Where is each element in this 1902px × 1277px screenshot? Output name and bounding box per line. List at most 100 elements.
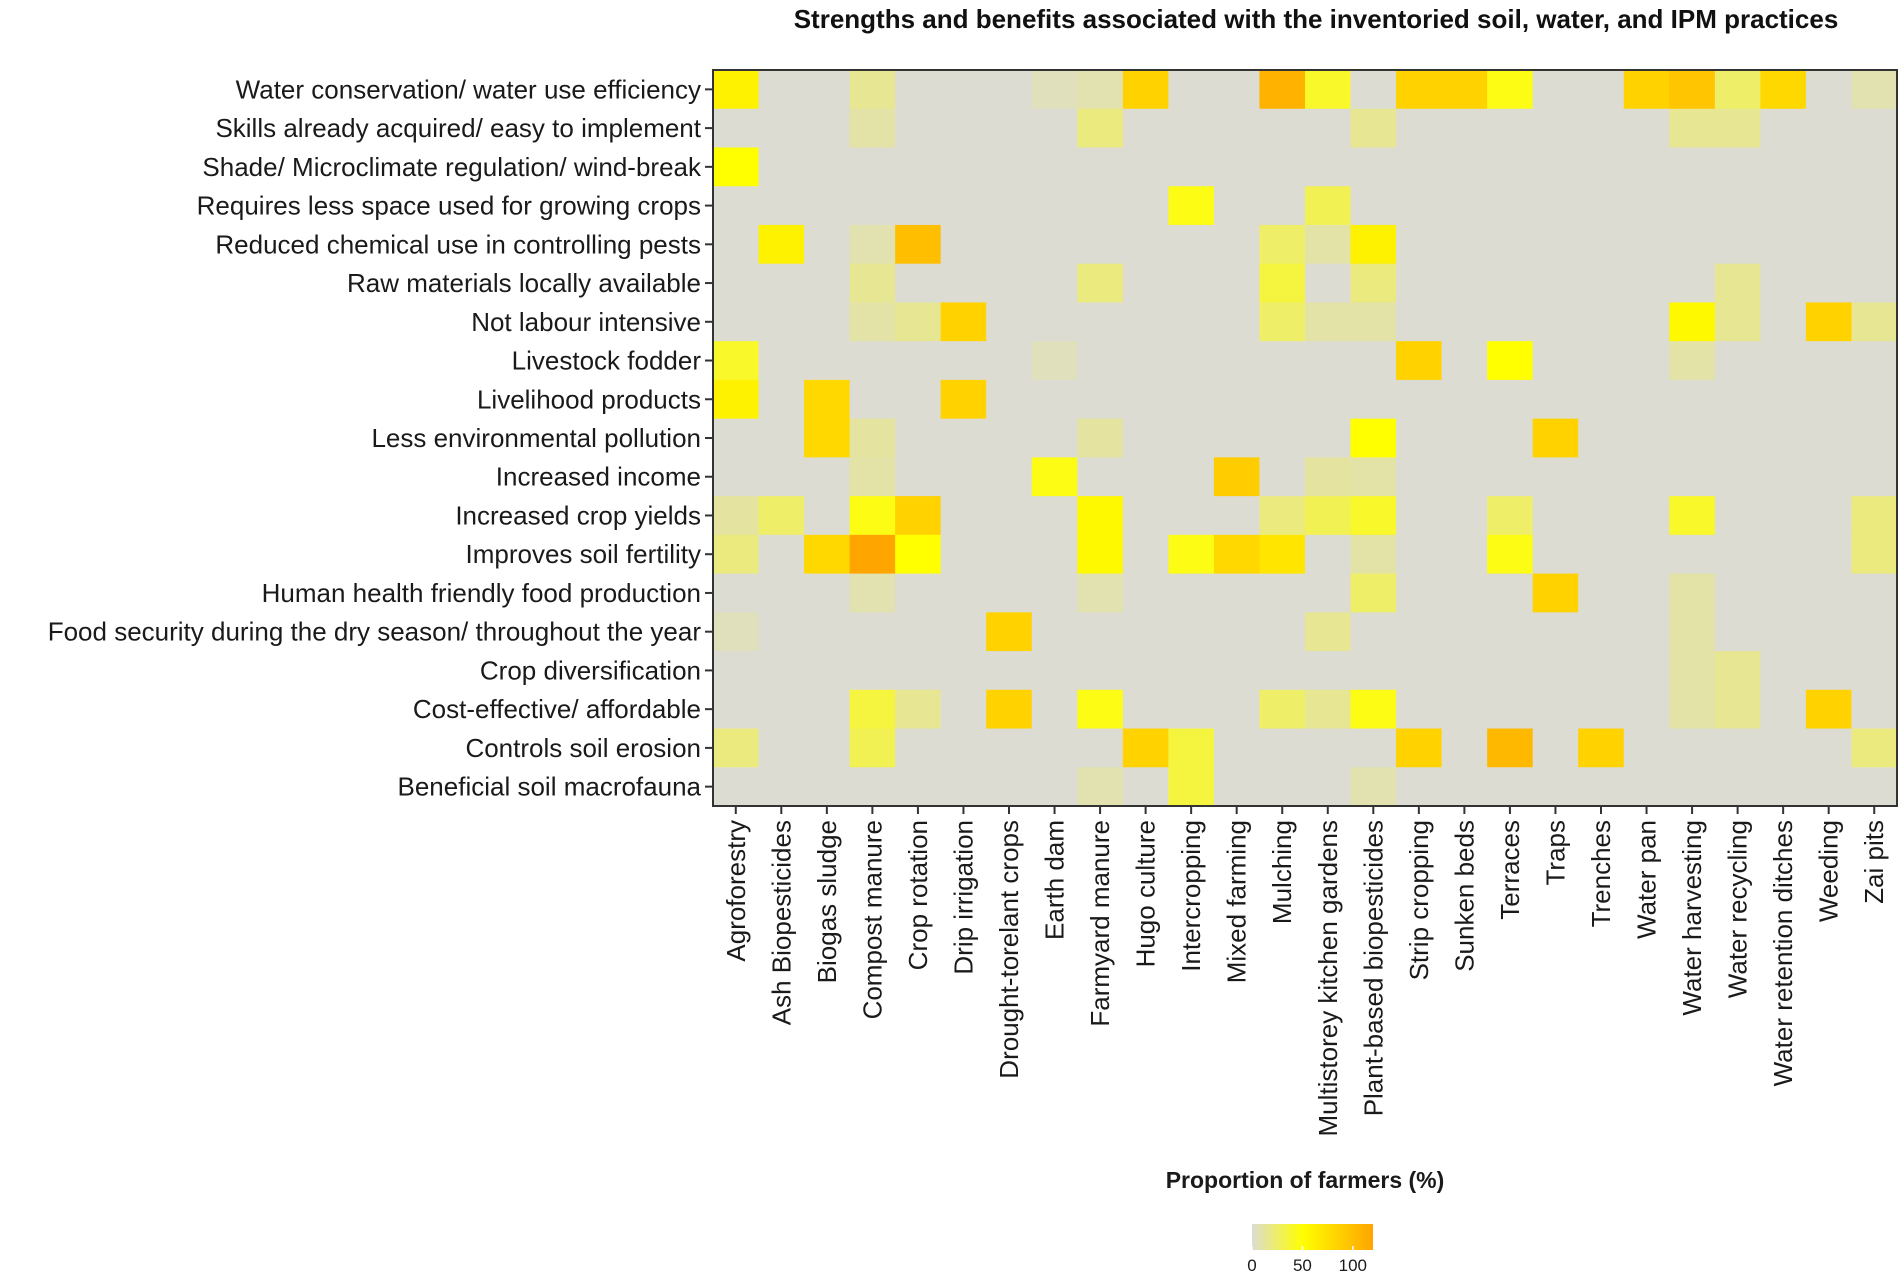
heatmap-cell [986, 573, 1033, 613]
heatmap-cell [1168, 689, 1215, 730]
colorbar-tick-label: 0 [1247, 1256, 1256, 1275]
heatmap-cell [804, 573, 851, 613]
heatmap-cell [849, 341, 896, 381]
heatmap-cell [1760, 418, 1807, 458]
heatmap-cell [1669, 341, 1716, 381]
heatmap-cell [804, 457, 851, 497]
heatmap-cell [940, 224, 987, 265]
x-tick-label: Traps [1540, 820, 1570, 886]
heatmap-cell [986, 147, 1033, 187]
heatmap-cell [1077, 263, 1124, 304]
heatmap-cell [1487, 767, 1534, 807]
heatmap-cell [1760, 263, 1807, 304]
heatmap-cell [1122, 767, 1169, 807]
heatmap-cell [1714, 457, 1761, 497]
heatmap-cell [1213, 341, 1261, 381]
heatmap-cell [1077, 186, 1124, 226]
heatmap-cell [1805, 534, 1853, 575]
heatmap-cell [758, 108, 805, 149]
heatmap-cell [1760, 341, 1807, 381]
heatmap-cell [1714, 224, 1761, 265]
heatmap-cell [1714, 418, 1761, 458]
heatmap-cell [804, 651, 851, 691]
heatmap-cell [1669, 302, 1716, 342]
heatmap-cell [1851, 418, 1898, 458]
heatmap-cell [1350, 496, 1397, 536]
colorbar-ticks: 0 50 100 [1247, 1246, 1367, 1275]
heatmap-cell [1487, 263, 1534, 304]
heatmap-cell [1077, 534, 1124, 575]
heatmap-cell [1441, 70, 1488, 110]
colorbar-tick-label: 100 [1339, 1256, 1367, 1275]
heatmap-cell [804, 379, 851, 420]
heatmap-cell [849, 70, 896, 110]
heatmap-cell [1760, 147, 1807, 187]
heatmap-cell [1669, 263, 1716, 304]
y-tick-label: Human health friendly food production [262, 578, 701, 608]
heatmap-cell [1623, 612, 1670, 652]
heatmap-cell [1441, 147, 1488, 187]
heatmap-cell [804, 302, 851, 342]
heatmap-cell [1031, 302, 1078, 342]
heatmap-cell [1851, 108, 1898, 149]
heatmap-cell [1305, 651, 1352, 691]
heatmap-cells [713, 70, 1898, 807]
heatmap-cell [1213, 224, 1261, 265]
heatmap-cell [1305, 379, 1352, 420]
heatmap-cell [1851, 573, 1898, 613]
x-tick-label: Terraces [1495, 820, 1525, 920]
heatmap-cell [1487, 147, 1534, 187]
heatmap-cell [940, 418, 987, 458]
heatmap-cell [1578, 108, 1625, 149]
heatmap-cell [1441, 263, 1488, 304]
heatmap-cell [940, 70, 987, 110]
heatmap-cell [1350, 612, 1397, 652]
heatmap-cell [1305, 767, 1352, 807]
heatmap-cell [1441, 457, 1488, 497]
heatmap-cell [849, 457, 896, 497]
x-tick-label: Farmyard manure [1085, 820, 1115, 1027]
heatmap-cell [1669, 379, 1716, 420]
heatmap-cell [713, 224, 760, 265]
heatmap-cell [804, 224, 851, 265]
heatmap-cell [1077, 767, 1124, 807]
heatmap-cell [713, 612, 760, 652]
heatmap-cell [1623, 147, 1670, 187]
colorbar-tick-label: 50 [1293, 1256, 1312, 1275]
heatmap-cell [895, 651, 942, 691]
heatmap-cell [758, 728, 805, 768]
heatmap-cell [804, 728, 851, 768]
heatmap-cell [986, 70, 1033, 110]
heatmap-cell [849, 767, 896, 807]
heatmap-cell [895, 612, 942, 652]
heatmap-cell [940, 689, 987, 730]
heatmap-cell [1578, 147, 1625, 187]
heatmap-cell [713, 573, 760, 613]
heatmap-cell [1760, 767, 1807, 807]
heatmap-cell [849, 263, 896, 304]
heatmap-cell [1623, 689, 1670, 730]
heatmap-cell [1259, 418, 1306, 458]
heatmap-cell [1851, 534, 1898, 575]
heatmap-cell [1623, 263, 1670, 304]
heatmap-cell [758, 651, 805, 691]
heatmap-cell [1259, 728, 1306, 768]
heatmap-cell [1805, 108, 1853, 149]
heatmap-cell [849, 496, 896, 536]
heatmap-cell [1031, 496, 1078, 536]
heatmap-cell [1441, 573, 1488, 613]
heatmap-cell [1532, 767, 1579, 807]
heatmap-cell [1213, 612, 1261, 652]
heatmap-cell [1077, 689, 1124, 730]
heatmap-cell [1532, 379, 1579, 420]
heatmap-cell [1213, 534, 1261, 575]
heatmap-cell [986, 612, 1033, 652]
heatmap-cell [1578, 728, 1625, 768]
heatmap-cell [1396, 767, 1443, 807]
heatmap-cell [849, 418, 896, 458]
heatmap-cell [1441, 496, 1488, 536]
heatmap-cell [1623, 186, 1670, 226]
heatmap-cell [1532, 224, 1579, 265]
heatmap-cell [1122, 689, 1169, 730]
heatmap-cell [1122, 651, 1169, 691]
